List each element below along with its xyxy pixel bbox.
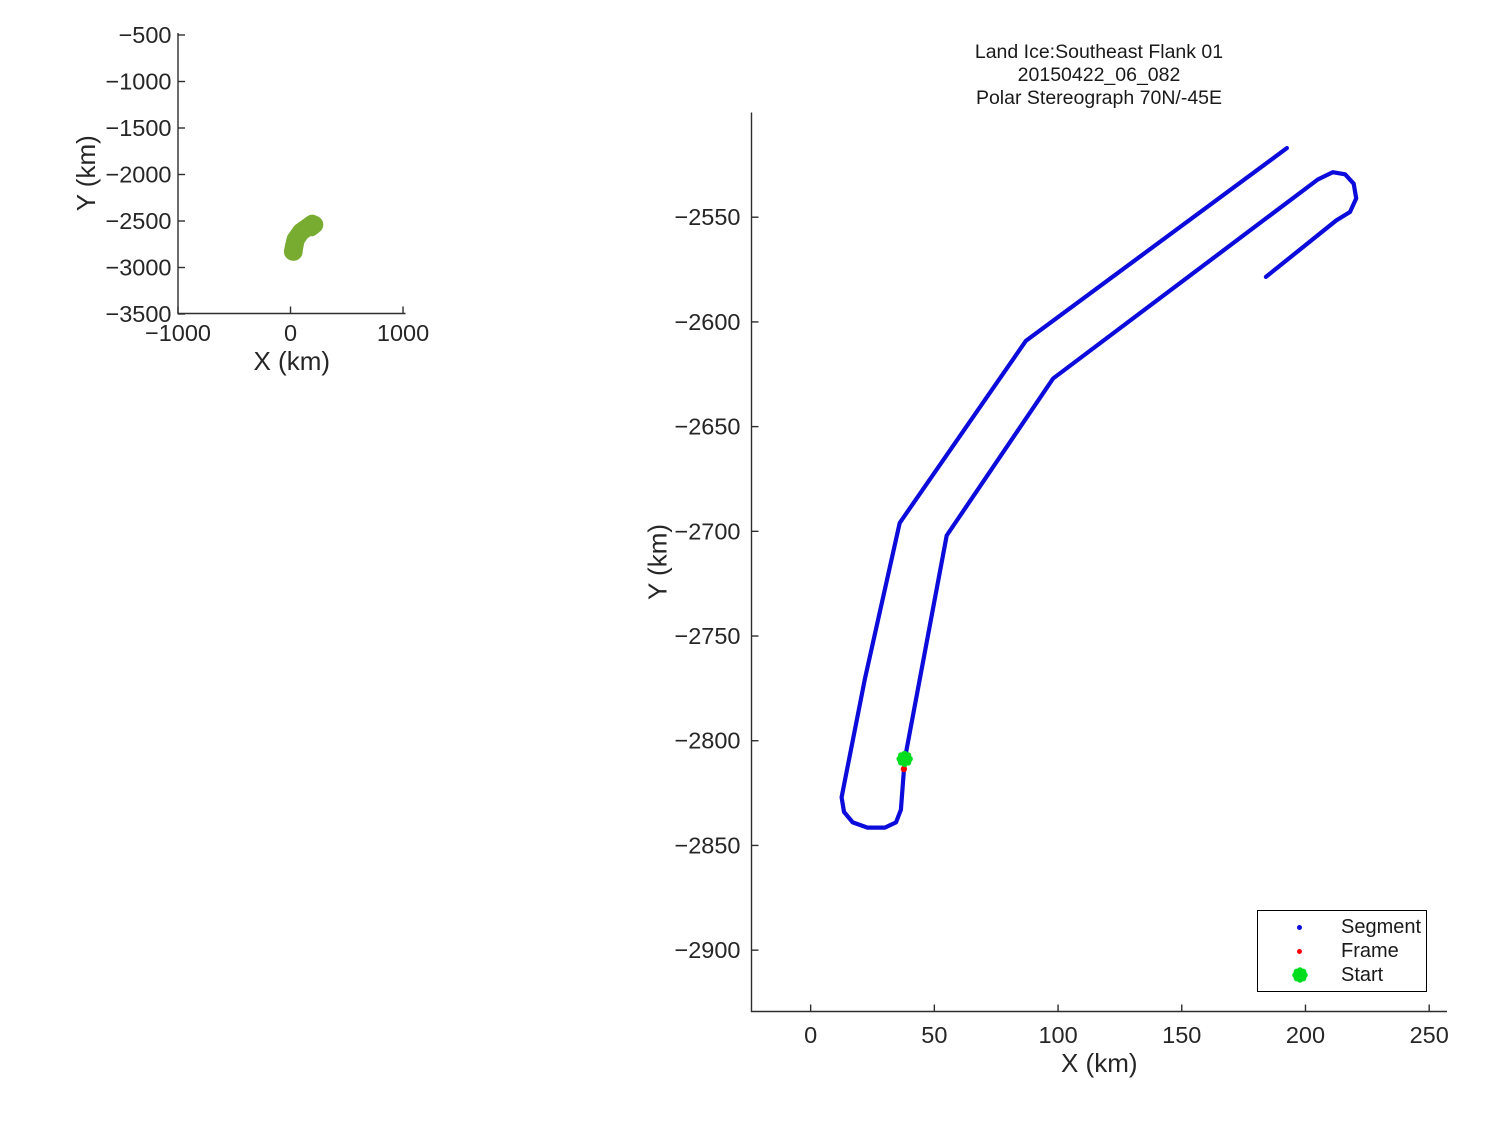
overview-y-tick-label: −3500 xyxy=(105,301,171,327)
main-x-tick-label: 50 xyxy=(921,1022,947,1048)
overview-x-tick-label: −1000 xyxy=(145,320,211,346)
legend-label-frame: Frame xyxy=(1341,939,1399,962)
chart-title: Land Ice:Southeast Flank 01 20150422_06_… xyxy=(751,41,1447,110)
main-y-tick-label: −2700 xyxy=(674,518,740,544)
overview-x-tick-label: 1000 xyxy=(377,320,429,346)
segment-marker-icon xyxy=(1297,924,1302,930)
main-x-tick-label: 150 xyxy=(1162,1022,1201,1048)
main-xlabel: X (km) xyxy=(1061,1048,1138,1078)
legend-row-frame: Frame xyxy=(1258,939,1426,963)
main-x-tick-label: 200 xyxy=(1286,1022,1325,1048)
main-x-tick-label: 100 xyxy=(1038,1022,1077,1048)
legend-start-glyph xyxy=(1291,967,1308,983)
overview-y-tick-label: −1000 xyxy=(105,68,171,94)
legend-row-segment: Segment xyxy=(1258,915,1426,939)
overview-axes xyxy=(177,33,406,315)
main-ylabel: Y (km) xyxy=(643,524,673,600)
overview-x-tick-label: 0 xyxy=(284,320,297,346)
main-x-tick-label: 250 xyxy=(1410,1022,1449,1048)
main-plot: 0 50 100 150 200 250 −2550 −2600 −2650 −2700 −2750… xyxy=(643,112,1449,1078)
frame-marker xyxy=(900,765,908,773)
overview-track-line xyxy=(283,214,324,261)
legend[interactable]: Segment Frame Start xyxy=(1257,910,1427,992)
main-y-tick-label: −2800 xyxy=(674,728,740,754)
overview-y-tick-label: −1500 xyxy=(105,115,171,141)
start-marker xyxy=(896,750,913,768)
legend-row-start: Start xyxy=(1258,963,1426,987)
title-line-mission: Land Ice:Southeast Flank 01 xyxy=(974,41,1224,63)
overview-y-tick-label: −3000 xyxy=(105,255,171,281)
main-y-tick-label: −2550 xyxy=(674,204,740,230)
main-y-tick-label: −2850 xyxy=(674,832,740,858)
start-marker-icon xyxy=(1291,966,1309,984)
main-y-tick-label: −2750 xyxy=(674,623,740,649)
overview-plot: −1000 0 1000 −500 −1000 −1500 −2000 −2500 −3000 −… xyxy=(71,22,429,376)
legend-label-segment: Segment xyxy=(1341,915,1422,938)
main-x-tick-label: 0 xyxy=(804,1022,817,1048)
overview-y-tick-label: −2000 xyxy=(105,162,171,188)
overview-ylabel: Y (km) xyxy=(71,135,101,211)
segment-track-line xyxy=(839,146,1359,830)
main-y-tick-label: −2900 xyxy=(674,937,740,963)
overview-y-tick-label: −500 xyxy=(119,22,172,48)
overview-xlabel: X (km) xyxy=(253,346,330,376)
main-y-tick-label: −2650 xyxy=(674,414,740,440)
overview-y-tick-label: −2500 xyxy=(105,208,171,234)
title-line-segment-id: 20150422_06_082 xyxy=(1017,64,1181,86)
frame-marker-icon xyxy=(1297,948,1302,954)
legend-label-start: Start xyxy=(1341,963,1384,986)
main-y-tick-label: −2600 xyxy=(674,309,740,335)
title-line-projection: Polar Stereograph 70N/-45E xyxy=(975,87,1223,109)
main-axes xyxy=(750,112,1447,1013)
